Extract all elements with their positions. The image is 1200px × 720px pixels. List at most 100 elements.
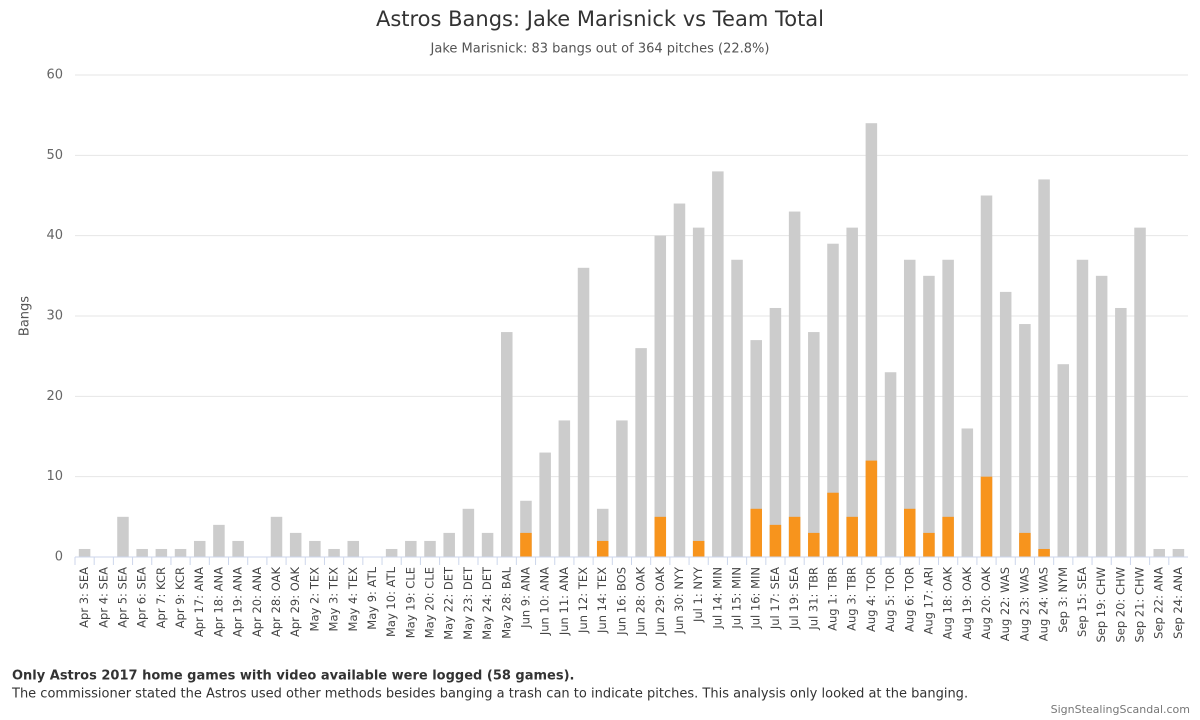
- bar: [673, 203, 686, 558]
- bar: [385, 548, 398, 557]
- bar: [1038, 548, 1050, 557]
- bar: [596, 540, 609, 557]
- bar: [769, 524, 782, 557]
- x-tick-label: May 10: ATL: [384, 566, 398, 637]
- bar: [750, 340, 762, 557]
- x-tick-label: May 28: BAL: [499, 566, 513, 638]
- x-tick-label: Jul 19: SEA: [787, 567, 801, 630]
- x-tick-label: Apr 3: SEA: [77, 567, 91, 628]
- bar: [961, 428, 974, 557]
- bar: [78, 548, 91, 557]
- x-tick-label: Aug 18: OAK: [941, 567, 955, 640]
- x-tick-label: Sep 21: CHW: [1133, 567, 1147, 643]
- x-tick-label: Aug 22: WAS: [998, 567, 1012, 641]
- x-tick-label: Aug 17: ARI: [921, 567, 935, 635]
- x-tick-label: Sep 22: ANA: [1152, 567, 1166, 639]
- x-tick-label: May 2: TEX: [307, 567, 321, 632]
- bar: [980, 195, 993, 557]
- bar: [712, 171, 724, 557]
- x-tick-label: Jul 17: SEA: [768, 567, 782, 630]
- x-tick-label: Sep 24: ANA: [1171, 567, 1185, 639]
- bar: [923, 532, 935, 557]
- bar: [174, 548, 187, 557]
- bar: [865, 123, 878, 557]
- bar: [942, 516, 954, 557]
- x-tick-label: Jun 10: ANA: [538, 567, 552, 636]
- y-tick-label: 40: [46, 228, 63, 243]
- y-tick-label: 0: [55, 550, 63, 565]
- x-tick-label: Apr 19: ANA: [231, 567, 245, 637]
- bar: [1057, 364, 1070, 557]
- x-tick-label: Aug 1: TBR: [825, 567, 839, 631]
- bar: [903, 259, 916, 557]
- x-tick-label: Aug 6: TOR: [902, 567, 916, 632]
- bar: [270, 516, 283, 557]
- bar: [539, 452, 551, 557]
- bar: [1019, 324, 1031, 557]
- chart-title: Astros Bangs: Jake Marisnick vs Team Tot…: [376, 7, 824, 31]
- x-tick-label: Jun 12: TEX: [576, 567, 590, 634]
- x-tick-label: Apr 18: ANA: [211, 567, 225, 637]
- bar: [1172, 548, 1185, 557]
- bar: [558, 420, 571, 557]
- bar: [769, 307, 782, 557]
- x-tick-label: Jul 14: MIN: [710, 567, 724, 630]
- x-tick-label: May 19: CLE: [403, 567, 417, 638]
- bar: [155, 548, 168, 557]
- x-tick-label: Apr 9: KCR: [173, 567, 187, 628]
- x-tick-label: Aug 24: WAS: [1037, 567, 1051, 641]
- x-tick-label: Jun 9: ANA: [518, 567, 532, 629]
- bar: [808, 332, 820, 557]
- bar: [923, 275, 935, 557]
- bar: [596, 508, 609, 557]
- x-tick-label: May 20: CLE: [423, 567, 437, 638]
- bar: [289, 532, 302, 557]
- bar: [903, 508, 916, 557]
- x-tick-label: Aug 3: TBR: [845, 567, 859, 631]
- bar: [654, 516, 667, 557]
- x-tick-label: Aug 4: TOR: [864, 567, 878, 632]
- x-tick-label: Jun 14: TEX: [595, 567, 609, 634]
- bar: [692, 227, 705, 557]
- x-tick-label: Aug 5: TOR: [883, 567, 897, 632]
- bar: [443, 532, 455, 557]
- x-tick-label: Apr 5: SEA: [115, 567, 129, 628]
- bar: [136, 548, 148, 557]
- x-tick-label: Aug 20: OAK: [979, 567, 993, 640]
- note: Only Astros 2017 home games with video a…: [12, 669, 575, 684]
- bar: [481, 532, 494, 557]
- x-tick-label: Apr 29: OAK: [288, 567, 302, 637]
- bar: [232, 540, 244, 557]
- bar: [462, 508, 475, 557]
- bar: [501, 332, 513, 557]
- bar: [309, 540, 321, 557]
- bar: [1115, 307, 1127, 557]
- bar: [865, 460, 878, 557]
- x-tick-label: Jun 30: NYY: [672, 566, 686, 634]
- bar: [1095, 275, 1108, 557]
- bar: [328, 548, 340, 557]
- note: The commissioner stated the Astros used …: [11, 687, 968, 702]
- bar: [788, 211, 801, 558]
- bar: [827, 492, 839, 557]
- y-axis-title: Bangs: [18, 296, 33, 336]
- x-tick-label: Apr 6: SEA: [135, 567, 149, 628]
- x-tick-label: Aug 23: WAS: [1017, 567, 1031, 641]
- x-tick-label: May 3: TEX: [327, 567, 341, 632]
- x-tick-label: May 24: DET: [480, 566, 494, 640]
- y-tick-label: 10: [46, 469, 63, 484]
- bar: [520, 532, 532, 557]
- bar: [942, 259, 954, 557]
- x-tick-label: Apr 28: OAK: [269, 567, 283, 637]
- x-tick-label: Jul 1: NYY: [691, 566, 705, 623]
- bar: [808, 532, 820, 557]
- x-tick-label: Jun 11: ANA: [557, 567, 571, 636]
- x-tick-label: Apr 20: ANA: [250, 567, 264, 637]
- bar: [884, 372, 897, 557]
- bar: [117, 516, 129, 557]
- bar: [750, 508, 762, 557]
- bar: [577, 267, 590, 557]
- x-tick-label: Jun 16: BOS: [614, 567, 628, 636]
- y-tick-label: 60: [46, 68, 63, 83]
